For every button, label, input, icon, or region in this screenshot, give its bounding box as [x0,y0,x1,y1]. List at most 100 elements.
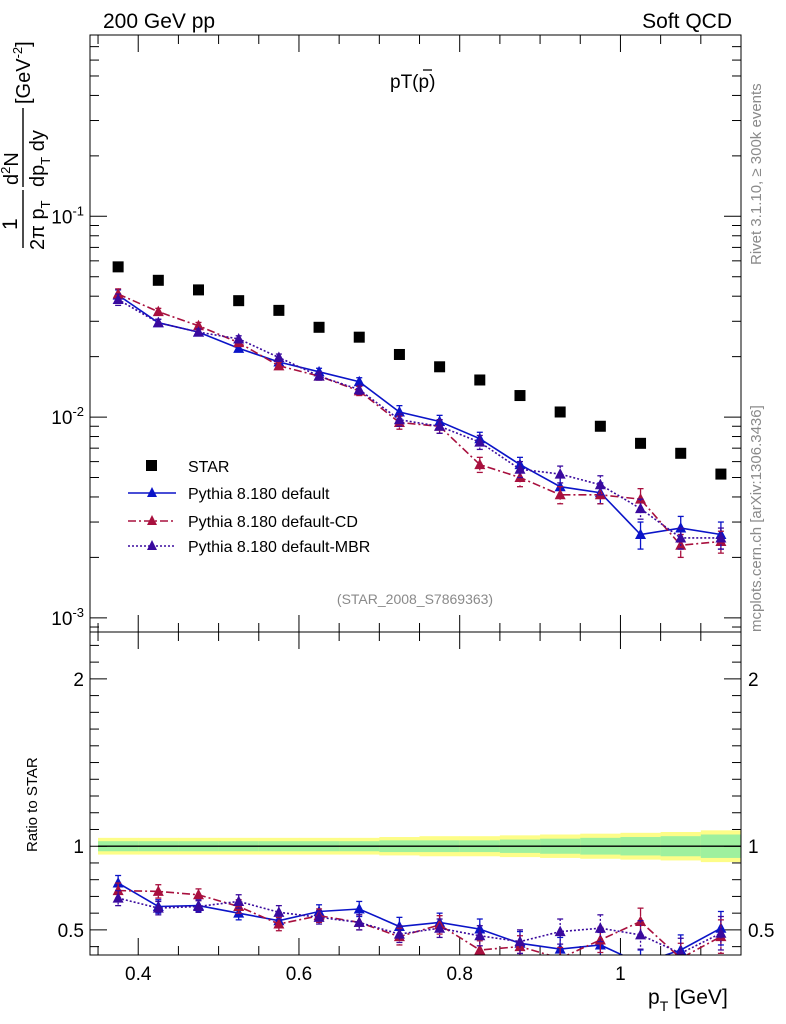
main-data-point [514,463,526,474]
main-data-point [594,478,606,490]
ylabel-frac2-den: dpT dy [27,130,53,187]
ratio-data-point [233,895,245,906]
rivet-version-text: Rivet 3.1.10, ≥ 300k events [748,83,765,265]
legend: STAR Pythia 8.180 default Pythia 8.180 d… [128,459,370,556]
ratio-data-point [558,952,562,955]
ratio-plot-series [112,874,727,968]
main-data-point-star [514,390,526,402]
ratio-series-line [117,882,722,955]
main-data-point [353,375,365,387]
ratio-y-axis-label: Ratio to STAR [24,757,41,852]
main-y-tick-label-base: 10 [51,609,72,630]
ratio-series-line [118,889,722,955]
main-data-point [514,471,526,483]
main-data-point [393,413,405,425]
ylabel-unit-main: [GeV [13,58,35,104]
ratio-data-point [715,927,727,938]
ratio-y-tick-label: 0.5 [58,921,84,942]
main-y-tick-label-base: 10 [51,207,72,228]
header-left: 200 GeV pp [103,10,215,33]
ratio-axis-ticks: 0.5 0.5 1 1 2 2 0.4 0.6 0.8 1 [58,632,774,985]
ylabel-unit-sup: -2 [10,47,25,59]
main-data-point [594,488,606,500]
ratio-data-point [594,922,606,933]
main-data-point [474,458,486,470]
ratio-data-point [474,923,486,934]
main-y-tick-label: 10-3 [51,605,84,630]
main-data-point-star [152,274,164,286]
main-series-line [117,298,721,539]
ratio-data-point [273,906,285,917]
legend-label-default: Pythia 8.180 default [188,486,330,503]
ratio-data-point [434,922,446,933]
ratio-data-point [193,888,204,900]
main-y-tick-label: 10-1 [51,203,84,228]
main-data-point-star [474,374,486,386]
main-data-point [675,531,687,543]
main-y-tick-label-exp: -1 [72,203,84,218]
plot-title-close: ) [429,72,435,93]
x-tick-label: 0.6 [286,964,312,985]
main-data-point-star [635,437,647,449]
ratio-data-point [474,929,486,941]
main-data-point-star [273,304,285,316]
main-plot-series [112,261,727,559]
main-data-point [313,370,325,381]
main-data-point [353,383,365,395]
main-data-point [112,293,124,305]
ratio-series-line [117,897,722,955]
main-data-point-star [434,361,446,373]
ratio-data-point [635,928,647,940]
ylabel-unit-close: ] [13,41,35,47]
ratio-data-point [554,925,566,937]
main-data-point [233,332,245,344]
plot-title-pbar: p [419,72,430,93]
main-data-point [554,488,566,500]
ratio-data-point [193,900,204,911]
ylabel-dp-sub: T [38,157,53,165]
analysis-watermark: (STAR_2008_S7869363) [337,591,493,607]
main-data-point [152,316,164,328]
plot-title-main: pT( [390,72,419,93]
ratio-data-point [152,885,164,896]
main-data-point [434,420,446,431]
ratio-data-point [676,947,685,955]
ylabel-frac2-num: d2N [0,152,23,185]
ratio-y-tick-label: 1 [73,837,84,858]
ratio-data-point [112,877,124,888]
ratio-data-point [353,902,365,914]
x-axis-label: pT [GeV] [648,986,728,1014]
ratio-data-point [152,902,164,913]
ratio-y-tick-label: 2 [73,670,84,691]
main-data-point [193,319,204,331]
x-tick-label: 1 [615,964,626,985]
main-data-point [635,493,647,504]
legend-marker-star [146,460,157,471]
main-axis-ticks: 10-110-210-3 [51,34,741,632]
main-data-point-star [393,348,405,360]
main-y-tick-label-exp: -3 [72,605,84,620]
main-y-axis-label: 1 2π pT d2N dpT dy [GeV-2] [0,41,53,250]
ratio-data-point [112,884,124,896]
main-data-point [273,351,285,363]
legend-marker-mbr [147,540,157,550]
header-right: Soft QCD [642,10,732,33]
x-tick-label: 0.8 [446,964,472,985]
ylabel-frac1-den-main: 2π p [27,208,49,250]
main-data-point-star [715,468,727,480]
ratio-data-point [635,957,646,968]
legend-label-star: STAR [188,459,229,476]
legend-label-mbr: Pythia 8.180 default-MBR [188,539,370,556]
main-data-point [193,326,204,337]
main-data-point [675,522,687,533]
ylabel-dy: dy [27,130,49,157]
mcplots-reference-text: mcplots.cern.ch [arXiv:1306.3436] [748,405,765,632]
legend-marker-default [147,487,157,497]
xlabel-sub: T [660,998,669,1014]
ratio-data-point [514,935,526,947]
main-data-point-star [554,406,566,418]
main-data-point-star [594,420,606,432]
ratio-data-point [353,916,365,927]
plot-title: pT(p) [390,72,435,93]
